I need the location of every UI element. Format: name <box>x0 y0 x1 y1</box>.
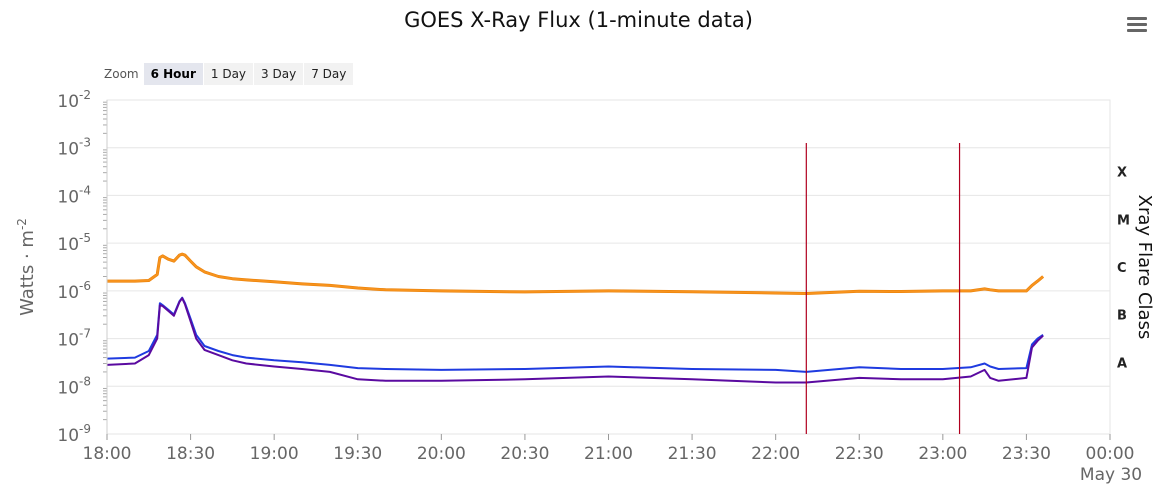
y-tick-label: 10-5 <box>57 231 91 255</box>
flare-class-label: B <box>1117 309 1127 324</box>
zoom-1-day-button[interactable]: 1 Day <box>203 63 255 85</box>
chart-title: GOES X-Ray Flux (1-minute data) <box>404 8 753 32</box>
x-tick-label: 18:00 <box>83 444 132 464</box>
zoom-toolbar: Zoom 6 Hour 1 Day 3 Day 7 Day <box>104 62 355 86</box>
right-axis-title: Xray Flare Class <box>1134 195 1155 340</box>
zoom-label: Zoom <box>104 67 139 81</box>
x-tick-label: 20:00 <box>417 444 466 464</box>
x-tick-label: 19:00 <box>250 444 299 464</box>
hamburger-menu-icon[interactable] <box>1127 17 1147 35</box>
series-line-long <box>107 253 1044 295</box>
x-tick-label: 21:30 <box>668 444 717 464</box>
zoom-6-hour-button[interactable]: 6 Hour <box>143 63 204 85</box>
x-tick-label: 18:30 <box>166 444 215 464</box>
flare-class-label: A <box>1117 356 1127 371</box>
x-tick-label: 22:00 <box>751 444 800 464</box>
flare-class-label: X <box>1117 166 1127 181</box>
y-tick-label: 10-9 <box>57 422 91 446</box>
y-tick-label: 10-2 <box>57 88 91 112</box>
y-axis-title: Watts · m-2 <box>15 218 38 316</box>
zoom-3-day-button[interactable]: 3 Day <box>254 63 305 85</box>
y-tick-label: 10-6 <box>57 279 91 303</box>
x-date-label: May 30 <box>1080 465 1142 485</box>
x-tick-label: 19:30 <box>333 444 382 464</box>
x-tick-label: 23:00 <box>918 444 967 464</box>
y-tick-label: 10-8 <box>57 374 91 398</box>
x-tick-label: 00:00 <box>1086 444 1135 464</box>
series-line-short_b <box>106 297 1044 384</box>
x-tick-label: 22:30 <box>835 444 884 464</box>
x-tick-label: 21:00 <box>584 444 633 464</box>
y-tick-label: 10-3 <box>57 136 91 160</box>
x-tick-label: 23:30 <box>1002 444 1051 464</box>
y-tick-label: 10-4 <box>57 183 91 207</box>
flare-class-label: C <box>1117 261 1127 276</box>
y-tick-label: 10-7 <box>57 327 91 351</box>
flare-class-label: M <box>1117 213 1130 228</box>
zoom-7-day-button[interactable]: 7 Day <box>304 63 355 85</box>
x-tick-label: 20:30 <box>500 444 549 464</box>
